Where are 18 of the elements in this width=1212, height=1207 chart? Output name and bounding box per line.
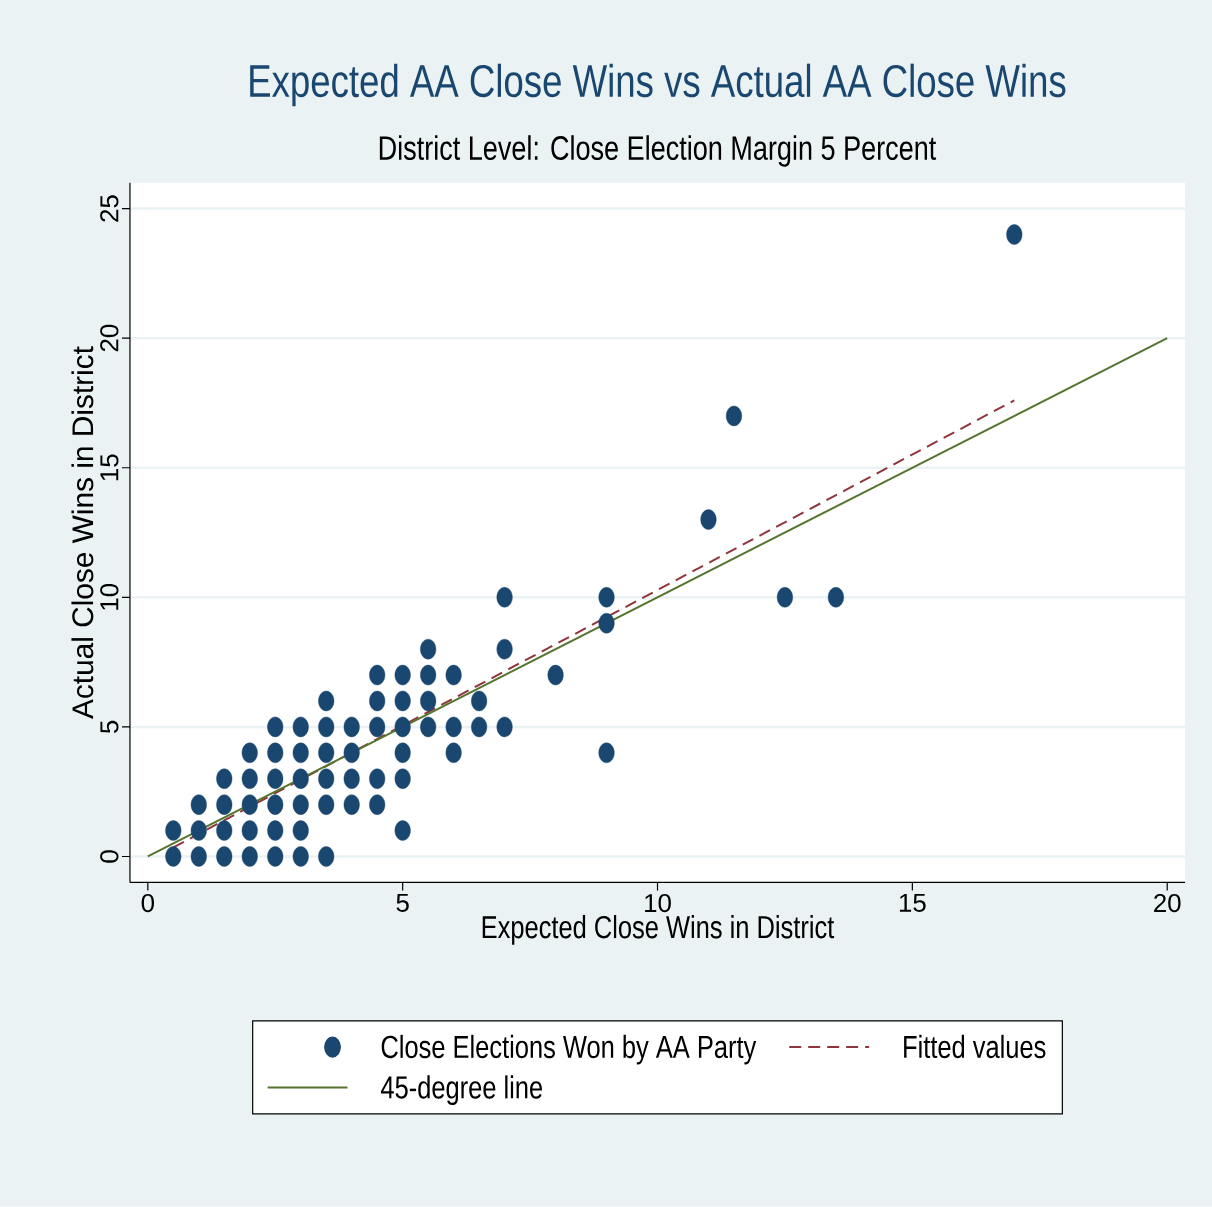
chart-subtitle: District Level: Close Election Margin 5 Percent: [379, 135, 937, 167]
x-axis-title: Expected Close Wins in District: [482, 915, 835, 945]
y-axis-title: Actual Close Wins in District: [71, 346, 94, 720]
legend-label: 45-degree line: [381, 1075, 542, 1106]
x-tick-label: 15: [899, 893, 926, 913]
y-tick-label: 15: [100, 454, 119, 481]
y-tick-label: 20: [100, 324, 119, 352]
x-tick-label: 5: [396, 893, 409, 913]
y-tick-label: 25: [100, 195, 119, 222]
chart-title: Expected AA Close Wins vs Actual AA Close Wins: [250, 63, 1066, 107]
x-tick-label: 10: [645, 893, 671, 913]
x-tick-label: 0: [141, 893, 154, 913]
y-tick-label: 5: [100, 720, 119, 734]
y-tick-label: 10: [100, 584, 119, 610]
legend-label: Close Elections Won by AA Party: [381, 1034, 757, 1065]
legend-label: Fitted values: [904, 1034, 1046, 1059]
x-tick-label: 20: [1154, 893, 1181, 913]
y-tick-label: 0: [100, 850, 119, 863]
